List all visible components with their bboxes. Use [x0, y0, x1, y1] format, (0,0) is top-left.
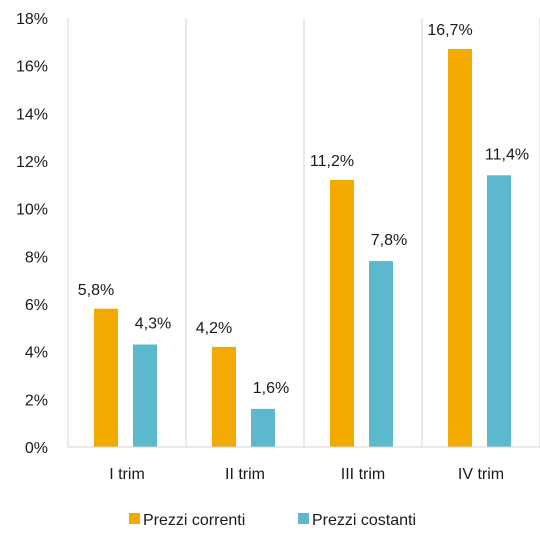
- bar-prezzi-costanti: [251, 408, 275, 447]
- y-tick-label: 10%: [16, 202, 48, 219]
- y-tick-label: 8%: [25, 249, 48, 266]
- bar-prezzi-correnti: [330, 180, 354, 448]
- y-tick-label: 16%: [16, 59, 48, 76]
- data-label: 4,2%: [196, 320, 232, 337]
- bar-prezzi-costanti: [487, 175, 511, 448]
- y-tick-label: 0%: [25, 440, 48, 457]
- data-label: 5,8%: [78, 282, 114, 299]
- y-tick-label: 18%: [16, 11, 48, 28]
- data-label: 11,4%: [485, 146, 529, 163]
- x-tick-label: II trim: [225, 466, 265, 483]
- y-tick-label: 12%: [16, 154, 48, 171]
- data-label: 11,2%: [310, 153, 354, 170]
- x-tick-label: IV trim: [458, 466, 504, 483]
- y-tick-label: 6%: [25, 297, 48, 314]
- data-label: 4,3%: [135, 316, 171, 333]
- data-label: 7,8%: [371, 232, 407, 249]
- bar-prezzi-costanti: [133, 344, 157, 447]
- data-label: 16,7%: [427, 22, 472, 39]
- legend-label: Prezzi correnti: [143, 512, 245, 529]
- legend-swatch-prezzi-costanti: [298, 513, 309, 524]
- legend-swatch-prezzi-correnti: [129, 513, 140, 524]
- bar-prezzi-correnti: [212, 346, 236, 447]
- y-tick-label: 14%: [16, 106, 48, 123]
- x-tick-label: I trim: [109, 466, 145, 483]
- y-tick-label: 2%: [25, 392, 48, 409]
- legend-label: Prezzi costanti: [312, 512, 416, 529]
- bar-prezzi-costanti: [369, 261, 393, 447]
- bar-prezzi-correnti: [94, 308, 118, 447]
- y-tick-label: 4%: [25, 345, 48, 362]
- data-label: 1,6%: [253, 380, 289, 397]
- bar-prezzi-correnti: [448, 48, 472, 447]
- x-tick-label: III trim: [341, 466, 385, 483]
